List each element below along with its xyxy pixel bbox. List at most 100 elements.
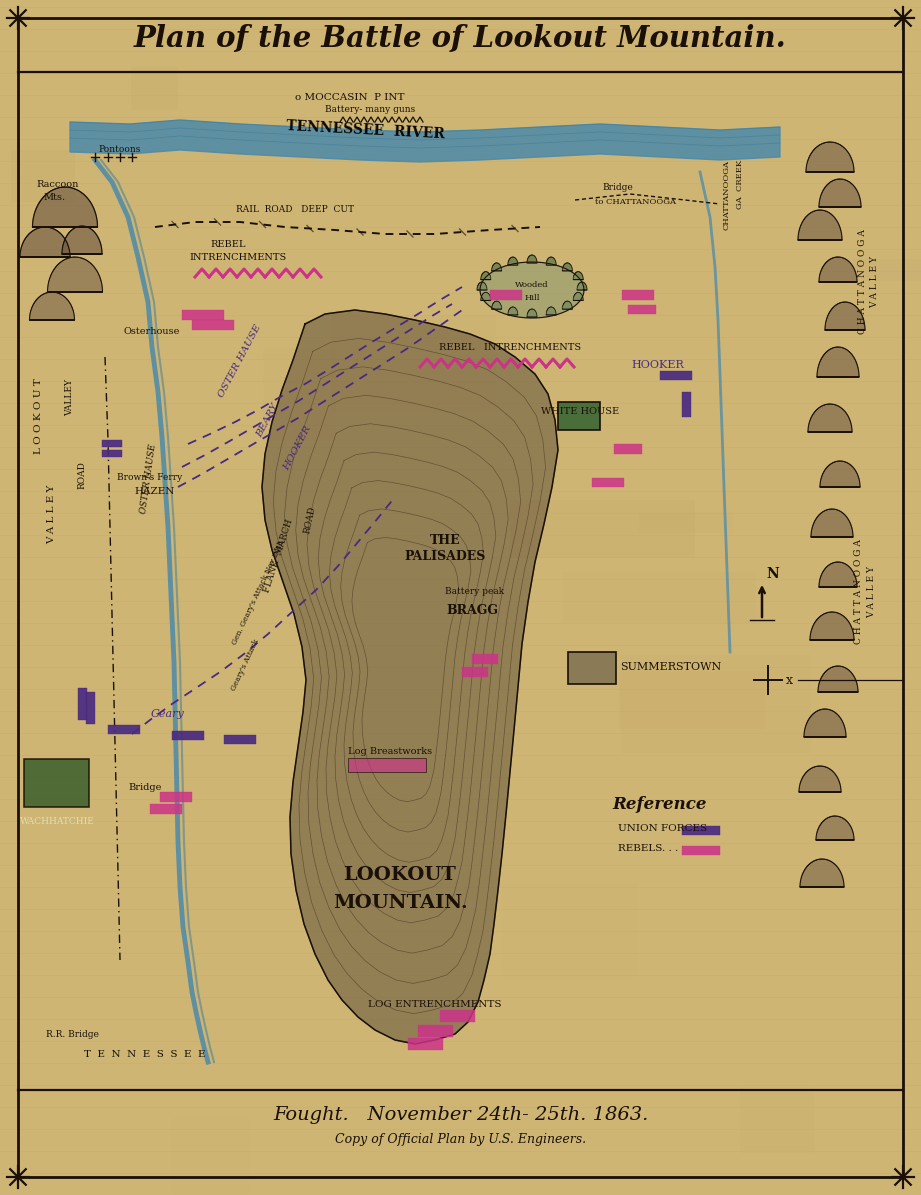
Bar	[29, 980, 185, 1024]
Text: TENNESSEE  RIVER: TENNESSEE RIVER	[286, 118, 445, 141]
Bar	[660, 370, 692, 380]
Text: x: x	[786, 674, 793, 686]
Text: CHATTANOOGA: CHATTANOOGA	[722, 160, 730, 229]
Bar	[682, 826, 720, 835]
Text: Brown's Ferry: Brown's Ferry	[117, 473, 182, 482]
Polygon shape	[480, 262, 584, 318]
Text: ROAD: ROAD	[303, 504, 318, 534]
Text: V A L L E Y: V A L L E Y	[48, 485, 56, 544]
Polygon shape	[492, 301, 502, 310]
Text: V A L L E Y: V A L L E Y	[870, 256, 880, 308]
Polygon shape	[507, 307, 518, 315]
Bar	[554, 7, 682, 88]
Bar	[278, 1078, 348, 1159]
Text: Plan of the Battle of Lookout Mountain.: Plan of the Battle of Lookout Mountain.	[134, 24, 787, 53]
Polygon shape	[527, 310, 537, 317]
Text: REBELS. . .: REBELS. . .	[618, 844, 678, 853]
Text: ROAD: ROAD	[77, 461, 87, 489]
Bar	[475, 718, 530, 789]
Text: Fought.   November 24th- 25th. 1863.: Fought. November 24th- 25th. 1863.	[273, 1107, 648, 1124]
Bar	[25, 12, 221, 84]
Bar	[102, 440, 122, 447]
Text: Battery- many guns: Battery- many guns	[325, 105, 415, 114]
Polygon shape	[808, 404, 852, 433]
Bar	[490, 290, 522, 300]
Text: INTRENCHMENTS: INTRENCHMENTS	[190, 253, 286, 262]
Text: SUMMERSTOWN: SUMMERSTOWN	[620, 662, 721, 672]
Bar	[622, 290, 654, 300]
Text: Pontoons: Pontoons	[99, 145, 141, 154]
Bar	[682, 392, 691, 417]
Text: RAIL  ROAD   DEEP  CUT: RAIL ROAD DEEP CUT	[236, 206, 354, 214]
Text: UNION FORCES: UNION FORCES	[618, 825, 707, 833]
Bar	[414, 471, 485, 498]
Bar	[425, 533, 491, 611]
Polygon shape	[811, 509, 853, 537]
Bar	[472, 654, 498, 664]
Text: REBEL: REBEL	[210, 240, 246, 249]
Polygon shape	[262, 310, 558, 1044]
Bar	[192, 320, 234, 330]
Bar	[412, 355, 552, 376]
Text: Reference: Reference	[612, 796, 707, 813]
Polygon shape	[492, 263, 502, 271]
Bar	[418, 1025, 453, 1037]
Polygon shape	[70, 120, 780, 163]
Bar	[172, 731, 204, 740]
Bar	[568, 652, 616, 684]
Text: L O O K O U T: L O O K O U T	[33, 379, 42, 454]
Text: HOOKER: HOOKER	[632, 360, 684, 370]
Bar	[596, 439, 684, 527]
Text: Log Breastworks: Log Breastworks	[348, 747, 432, 756]
Bar	[348, 758, 426, 772]
Text: OSTER HAUSE: OSTER HAUSE	[217, 323, 263, 399]
Polygon shape	[804, 709, 846, 737]
Polygon shape	[20, 227, 70, 257]
Text: o MOCCASIN  P INT: o MOCCASIN P INT	[296, 93, 404, 102]
Text: GA  CREEK: GA CREEK	[736, 160, 744, 209]
Bar	[462, 667, 488, 678]
Bar	[165, 458, 356, 531]
Bar	[628, 305, 656, 314]
Bar	[904, 381, 921, 422]
Bar	[24, 759, 89, 807]
Text: HOOKER: HOOKER	[283, 424, 313, 472]
Polygon shape	[29, 292, 75, 320]
Text: LOOKOUT: LOOKOUT	[344, 866, 457, 884]
Polygon shape	[573, 271, 583, 280]
Bar	[86, 692, 95, 724]
Bar	[487, 0, 537, 20]
Text: REBEL   INTRENCHMENTS: REBEL INTRENCHMENTS	[439, 343, 581, 353]
Polygon shape	[573, 293, 583, 300]
Text: Geary's Attack: Geary's Attack	[229, 638, 261, 692]
Text: MOUNTAIN.: MOUNTAIN.	[332, 894, 467, 912]
Bar	[160, 792, 192, 802]
Polygon shape	[62, 226, 102, 255]
Polygon shape	[507, 257, 518, 265]
Bar	[78, 688, 87, 721]
Text: FLANK  MARCH: FLANK MARCH	[262, 519, 294, 594]
Bar	[150, 804, 182, 814]
Polygon shape	[32, 188, 98, 227]
Text: BEARY: BEARY	[255, 402, 281, 439]
Polygon shape	[563, 263, 572, 271]
Polygon shape	[563, 301, 572, 310]
Bar	[408, 1038, 443, 1050]
Text: Mts.: Mts.	[44, 194, 66, 202]
Polygon shape	[546, 307, 556, 315]
Polygon shape	[819, 562, 857, 587]
Polygon shape	[799, 766, 841, 792]
Polygon shape	[825, 302, 865, 330]
Text: Gen. Geary's Attack Nov 24th: Gen. Geary's Attack Nov 24th	[230, 539, 286, 646]
Text: to CHATTANOOGA: to CHATTANOOGA	[594, 198, 675, 206]
Text: PALISADES: PALISADES	[404, 550, 485, 563]
Polygon shape	[819, 179, 861, 207]
Polygon shape	[527, 255, 537, 263]
Bar	[558, 402, 600, 430]
Text: R.R. Bridge: R.R. Bridge	[45, 1030, 99, 1038]
Bar	[880, 615, 921, 707]
Polygon shape	[819, 257, 857, 282]
Polygon shape	[477, 282, 487, 290]
Text: Bridge: Bridge	[602, 183, 634, 192]
Polygon shape	[800, 859, 844, 887]
